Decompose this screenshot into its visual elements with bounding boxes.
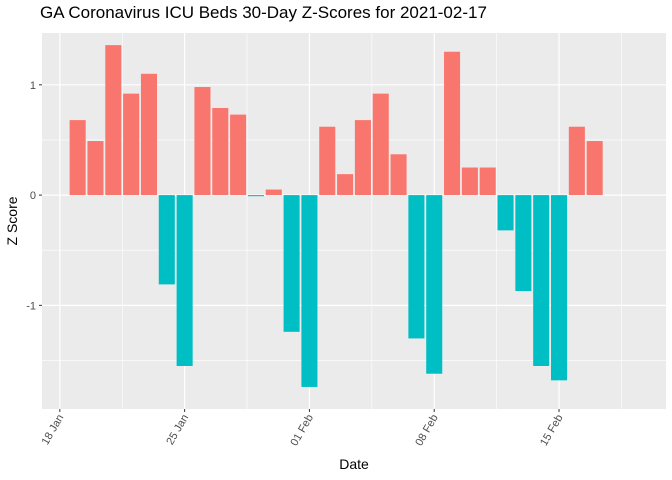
bar [337,174,354,196]
bar [551,195,568,381]
y-tick-label: -1 [26,300,36,312]
bar [283,195,300,332]
bar [426,195,443,374]
bar [479,167,496,196]
bar [497,195,514,231]
bar [69,120,86,196]
bar [194,87,211,196]
bar [586,141,603,196]
bar [87,141,104,196]
x-tick-label: 01 Feb [289,413,317,449]
x-axis-title: Date [339,456,369,472]
plot-panel [42,33,666,409]
bar [568,126,585,196]
y-axis-title: Z Score [4,196,20,245]
bars [69,45,603,387]
bar [319,126,336,196]
bar [515,195,532,292]
bar [408,195,425,339]
x-tick-label: 15 Feb [538,413,566,449]
bar [247,195,264,197]
bar [123,93,140,196]
bar [265,189,282,196]
chart-title: GA Coronavirus ICU Beds 30-Day Z-Scores … [40,3,487,22]
x-tick-label: 18 Jan [40,413,67,448]
bar [105,45,122,196]
bar [461,167,478,196]
bar [140,73,157,196]
x-tick-label: 25 Jan [164,413,191,448]
bar [230,114,247,196]
bar [354,120,371,196]
bar [301,195,318,387]
bar [158,195,175,285]
y-tick-label: 1 [30,80,36,92]
bar [390,154,407,196]
bar [444,51,461,196]
bar [372,93,389,196]
bar [533,195,550,366]
bar [176,195,193,366]
y-tick-label: 0 [30,190,36,202]
bar [212,107,229,196]
x-tick-label: 08 Feb [413,413,441,449]
